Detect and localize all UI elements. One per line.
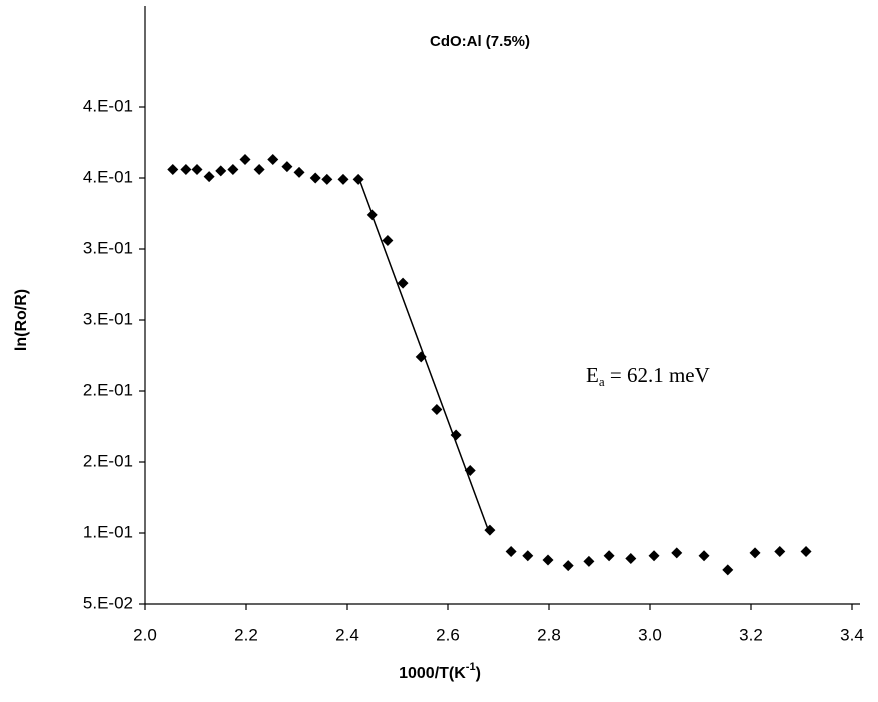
data-point [749,547,761,559]
x-tick-label: 2.8 [537,625,561,644]
data-point [648,550,660,562]
data-point [722,564,734,576]
data-point [167,163,179,175]
data-point [253,163,265,175]
y-tick-label: 3.E-01 [83,238,133,257]
data-point [215,165,227,177]
x-tick-label: 3.2 [739,625,763,644]
y-tick-label: 2.E-01 [83,380,133,399]
data-point [505,545,517,557]
data-point [352,173,364,185]
data-point [431,403,443,415]
data-point [603,550,615,562]
y-tick-label: 1.E-01 [83,522,133,541]
data-point [583,555,595,567]
data-point [522,550,534,562]
data-point [800,545,812,557]
x-tick-label: 3.0 [638,625,662,644]
data-point [293,166,305,178]
x-tick-label: 2.0 [133,625,157,644]
data-point [203,171,215,183]
data-point [191,163,203,175]
x-label-suffix: ) [476,665,481,682]
data-point [180,163,192,175]
y-axis-label: ln(Ro/R) [13,289,30,351]
data-point [337,173,349,185]
y-tick-label: 5.E-02 [83,593,133,612]
annotation-text: E [586,363,599,387]
data-point [267,154,279,166]
x-label-sup: -1 [466,661,476,673]
x-label-text: 1000/T(K [399,665,466,682]
data-point [239,154,251,166]
x-tick-label: 2.4 [335,625,359,644]
data-point [542,554,554,566]
annotation-sub: a [599,374,605,389]
annotation-suffix: = 62.1 meV [605,363,710,387]
data-point [625,553,637,565]
annotation: Ea = 62.1 meV [586,363,710,389]
data-point [382,234,394,246]
data-point [698,550,710,562]
y-tick-label: 4.E-01 [83,96,133,115]
x-axis-label: 1000/T(K-1) [399,661,481,682]
y-tick-label: 3.E-01 [83,309,133,328]
data-point [671,547,683,559]
data-point [397,277,409,289]
data-point [321,173,333,185]
data-point [562,560,574,572]
x-tick-label: 2.2 [234,625,258,644]
chart-title: CdO:Al (7.5%) [430,33,530,50]
fit-line [357,176,491,535]
data-point [450,429,462,441]
x-tick-label: 2.6 [436,625,460,644]
y-tick-label: 2.E-01 [83,451,133,470]
y-tick-label: 4.E-01 [83,167,133,186]
data-point [227,163,239,175]
data-point [281,161,293,173]
data-point [774,545,786,557]
data-point [309,172,321,184]
x-tick-label: 3.4 [840,625,864,644]
